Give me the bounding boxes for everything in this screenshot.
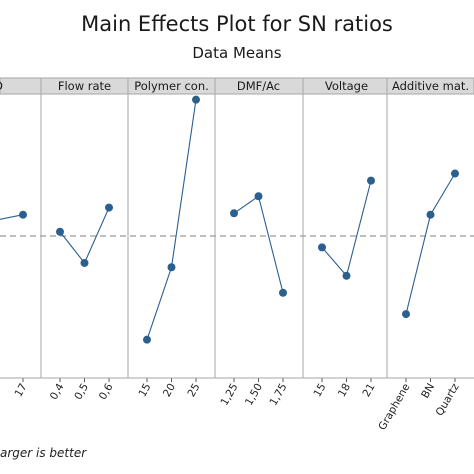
series-line-5 (405, 173, 456, 315)
tick-label: Quartz (434, 381, 462, 418)
footnote: arger is better (0, 446, 87, 460)
data-point-4-0 (318, 243, 326, 252)
panel-label-1: Flow rate (58, 79, 111, 93)
data-point-1-1 (80, 258, 89, 267)
tick-label: 0,6 (97, 381, 116, 402)
panel-header-strip (0, 77, 474, 95)
tick-label: 1,25 (219, 382, 241, 408)
tick-label: Graphene (376, 382, 412, 433)
chart-title: Main Effects Plot for SN ratios (81, 12, 393, 36)
panel-label-0: D (0, 79, 3, 93)
tick-label: 20 (161, 382, 178, 400)
panel-label-5: Additive mat. (392, 79, 469, 93)
data-point-2-0 (143, 335, 151, 344)
data-point-2-1 (167, 263, 176, 272)
tick-label: 15 (312, 382, 329, 400)
panel-label-2: Polymer con. (134, 79, 209, 93)
tick-label: 0,4 (48, 381, 67, 402)
tick-label: BN (419, 382, 437, 401)
data-point-3-1 (254, 192, 263, 201)
tick-label: 21 (361, 382, 378, 400)
tick-label: 1,50 (243, 382, 265, 408)
data-point-3-0 (230, 209, 238, 218)
data-point-1-2 (105, 203, 113, 212)
data-point-4-1 (342, 271, 351, 280)
data-point-2-2 (192, 95, 200, 104)
tick-label: 0,5 (72, 382, 91, 402)
tick-label: 25 (186, 382, 203, 400)
data-point-1-0 (56, 227, 64, 236)
series-line-2 (146, 99, 197, 340)
series-line-1 (59, 207, 110, 265)
tick-label: 17 (13, 382, 30, 400)
data-point-4-2 (367, 176, 375, 185)
data-point-3-2 (279, 288, 287, 297)
series-line-0 (0, 214, 24, 220)
panel-label-4: Voltage (325, 79, 368, 93)
data-point-5-2 (451, 169, 459, 178)
tick-label: 18 (336, 382, 353, 400)
data-point-5-1 (426, 210, 435, 219)
series-line-3 (233, 195, 284, 293)
tick-label: 15 (137, 382, 154, 400)
data-point-0-1 (19, 210, 27, 219)
series-line-4 (321, 180, 372, 277)
data-point-5-0 (402, 310, 410, 319)
tick-label: 1,75 (268, 382, 290, 408)
chart-subtitle: Data Means (192, 44, 282, 62)
panel-label-3: DMF/Ac (237, 79, 280, 93)
